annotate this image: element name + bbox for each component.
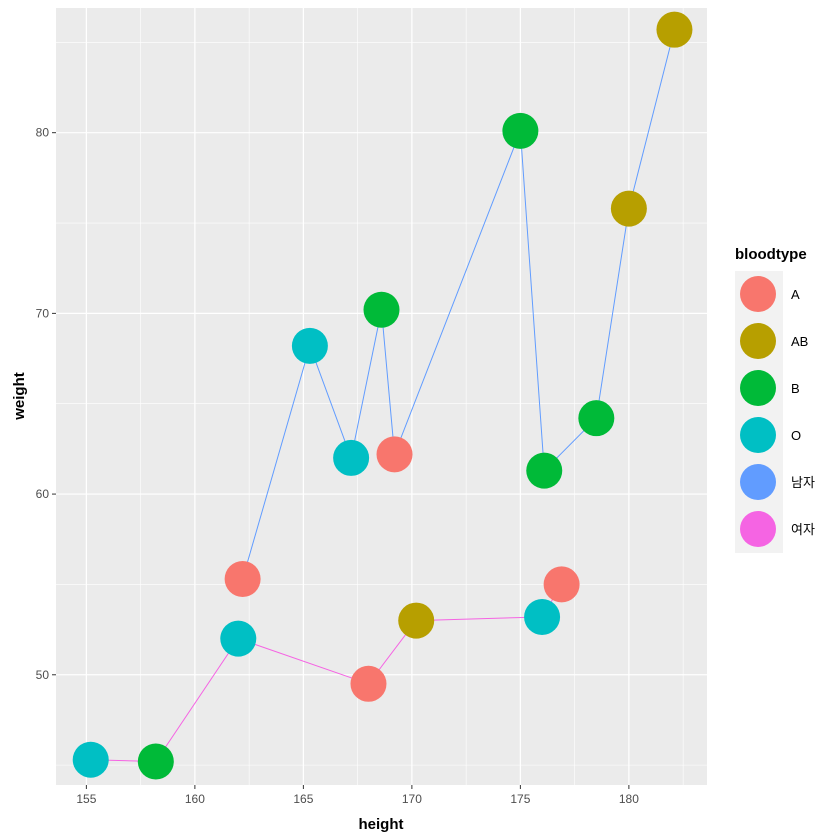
x-tick-label: 180 <box>619 792 639 806</box>
data-point-A <box>224 561 261 598</box>
legend-label-O: O <box>791 428 801 443</box>
legend-key-여자 <box>740 511 776 547</box>
data-point-B <box>526 452 563 489</box>
data-point-O <box>524 598 561 635</box>
legend-title: bloodtype <box>735 246 807 263</box>
y-tick-label: 70 <box>36 306 50 320</box>
data-point-B <box>578 400 615 437</box>
data-point-AB <box>610 190 647 227</box>
data-point-B <box>363 291 400 328</box>
legend-label-B: B <box>791 381 800 396</box>
legend-key-background <box>735 271 783 553</box>
data-points <box>72 11 693 780</box>
data-point-B <box>502 112 539 149</box>
y-tick-label: 60 <box>36 487 50 501</box>
x-tick-label: 175 <box>510 792 530 806</box>
x-tick-label: 160 <box>185 792 205 806</box>
data-point-B <box>137 743 174 780</box>
data-point-AB <box>398 602 435 639</box>
x-tick-label: 155 <box>76 792 96 806</box>
x-axis-ticks: 155 160 165 170 175 180 <box>76 785 639 806</box>
legend-key-AB <box>740 323 776 359</box>
x-axis-title: height <box>359 816 404 833</box>
x-tick-label: 170 <box>402 792 422 806</box>
data-point-O <box>291 327 328 364</box>
legend-label-남자: 남자 <box>791 475 815 490</box>
y-tick-label: 80 <box>36 126 50 140</box>
legend-key-O <box>740 417 776 453</box>
series-line-남자 <box>242 29 675 580</box>
data-point-AB <box>656 11 693 48</box>
legend-key-남자 <box>740 464 776 500</box>
plot-panel <box>56 8 707 785</box>
y-axis-ticks: 50 60 70 80 <box>36 126 56 682</box>
legend-label-여자: 여자 <box>791 522 815 537</box>
data-point-O <box>333 439 370 476</box>
y-axis-title: weight <box>11 372 28 421</box>
legend-key-A <box>740 276 776 312</box>
data-point-A <box>543 566 580 603</box>
data-point-O <box>72 741 109 778</box>
data-point-O <box>220 620 257 657</box>
legend-key-B <box>740 370 776 406</box>
legend-label-AB: AB <box>791 334 808 349</box>
x-tick-label: 165 <box>293 792 313 806</box>
data-point-A <box>376 436 413 473</box>
y-tick-label: 50 <box>36 668 50 682</box>
grid-lines <box>56 8 707 785</box>
data-point-A <box>350 665 387 702</box>
legend-label-A: A <box>791 287 800 302</box>
